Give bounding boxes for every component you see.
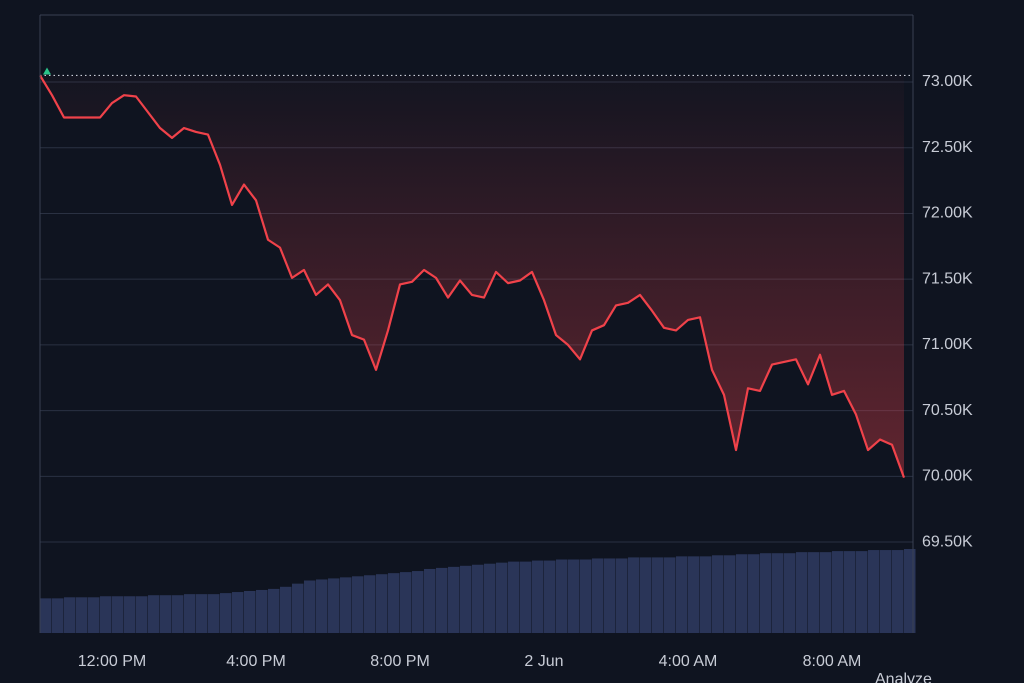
volume-bar (76, 597, 88, 633)
volume-bar (568, 559, 580, 633)
volume-bar (388, 573, 400, 633)
volume-bar (844, 551, 856, 633)
volume-bar (52, 598, 64, 633)
volume-bar (88, 597, 100, 633)
x-tick-label: 12:00 PM (78, 653, 146, 670)
volume-bar (304, 580, 316, 633)
volume-bar (448, 566, 460, 633)
volume-bar (700, 556, 712, 633)
volume-bar (328, 578, 340, 633)
volume-bar (148, 595, 160, 633)
volume-bar (508, 561, 520, 633)
volume-bar (580, 559, 592, 633)
y-tick-label: 73.00K (922, 73, 973, 90)
volume-bar (640, 557, 652, 633)
volume-bar (784, 553, 796, 633)
volume-bar (340, 577, 352, 633)
volume-bar (160, 595, 172, 633)
volume-bar (292, 583, 304, 633)
volume-bar (868, 550, 880, 633)
volume-bar (760, 553, 772, 633)
volume-bar (136, 596, 148, 633)
volume-bar (64, 597, 76, 633)
volume-bar (532, 560, 544, 633)
x-tick-label: 2 Jun (524, 653, 563, 670)
volume-bar (256, 589, 268, 633)
x-tick-label: 8:00 AM (803, 653, 862, 670)
volume-bar (280, 586, 292, 633)
volume-bar (652, 557, 664, 633)
volume-bar (724, 555, 736, 633)
x-tick-label: 4:00 AM (659, 653, 718, 670)
price-line (39, 74, 906, 479)
volume-bar (244, 591, 256, 633)
x-tick-label: 8:00 PM (370, 653, 430, 670)
volume-bar (712, 555, 724, 633)
volume-bar (232, 592, 244, 633)
volume-bar (40, 598, 52, 633)
x-tick-label: 4:00 PM (226, 653, 286, 670)
volume-bar (436, 567, 448, 633)
volume-bar (484, 563, 496, 633)
volume-bar (520, 561, 532, 633)
start-marker (43, 67, 51, 75)
volume-bar (472, 564, 484, 633)
volume-bar (268, 588, 280, 633)
volume-bar (412, 571, 424, 633)
volume-bar (628, 557, 640, 633)
volume-bar (544, 560, 556, 633)
price-area (40, 75, 904, 478)
volume-bar (856, 551, 868, 633)
volume-bar (124, 596, 136, 633)
y-tick-label: 70.50K (922, 402, 973, 419)
volume-bar (196, 594, 208, 633)
volume-bar (892, 550, 904, 633)
volume-bar (880, 550, 892, 633)
volume-bar (112, 596, 124, 633)
volume-bar (184, 594, 196, 633)
volume-bar (604, 558, 616, 633)
volume-bar (832, 551, 844, 633)
volume-bar (904, 549, 916, 633)
volume-bar (316, 579, 328, 633)
volume-bar (592, 558, 604, 633)
volume-bar (556, 559, 568, 633)
volume-bar (796, 552, 808, 633)
volume-bar (208, 594, 220, 633)
y-tick-label: 71.50K (922, 270, 973, 287)
volume-bar (364, 575, 376, 633)
y-tick-label: 72.50K (922, 139, 973, 156)
volume-bar (676, 556, 688, 633)
volume-bar (352, 576, 364, 633)
volume-bar (100, 596, 112, 633)
volume-bar (424, 568, 436, 633)
y-tick-label: 72.00K (922, 205, 973, 222)
volume-bar (460, 565, 472, 633)
volume-bar (664, 557, 676, 633)
volume-bar (616, 558, 628, 633)
volume-bar (748, 554, 760, 633)
footer-text[interactable]: Analyze (875, 671, 932, 683)
volume-bar (496, 562, 508, 633)
volume-bar (172, 595, 184, 633)
volume-bar (772, 553, 784, 633)
y-tick-label: 69.50K (922, 533, 973, 550)
volume-bar (736, 554, 748, 633)
volume-bar (400, 572, 412, 633)
volume-bar (820, 552, 832, 633)
volume-bar (220, 593, 232, 633)
y-tick-label: 71.00K (922, 336, 973, 353)
y-tick-label: 70.00K (922, 468, 973, 485)
volume-bar (376, 574, 388, 633)
volume-bar (808, 552, 820, 633)
volume-bar (688, 556, 700, 633)
